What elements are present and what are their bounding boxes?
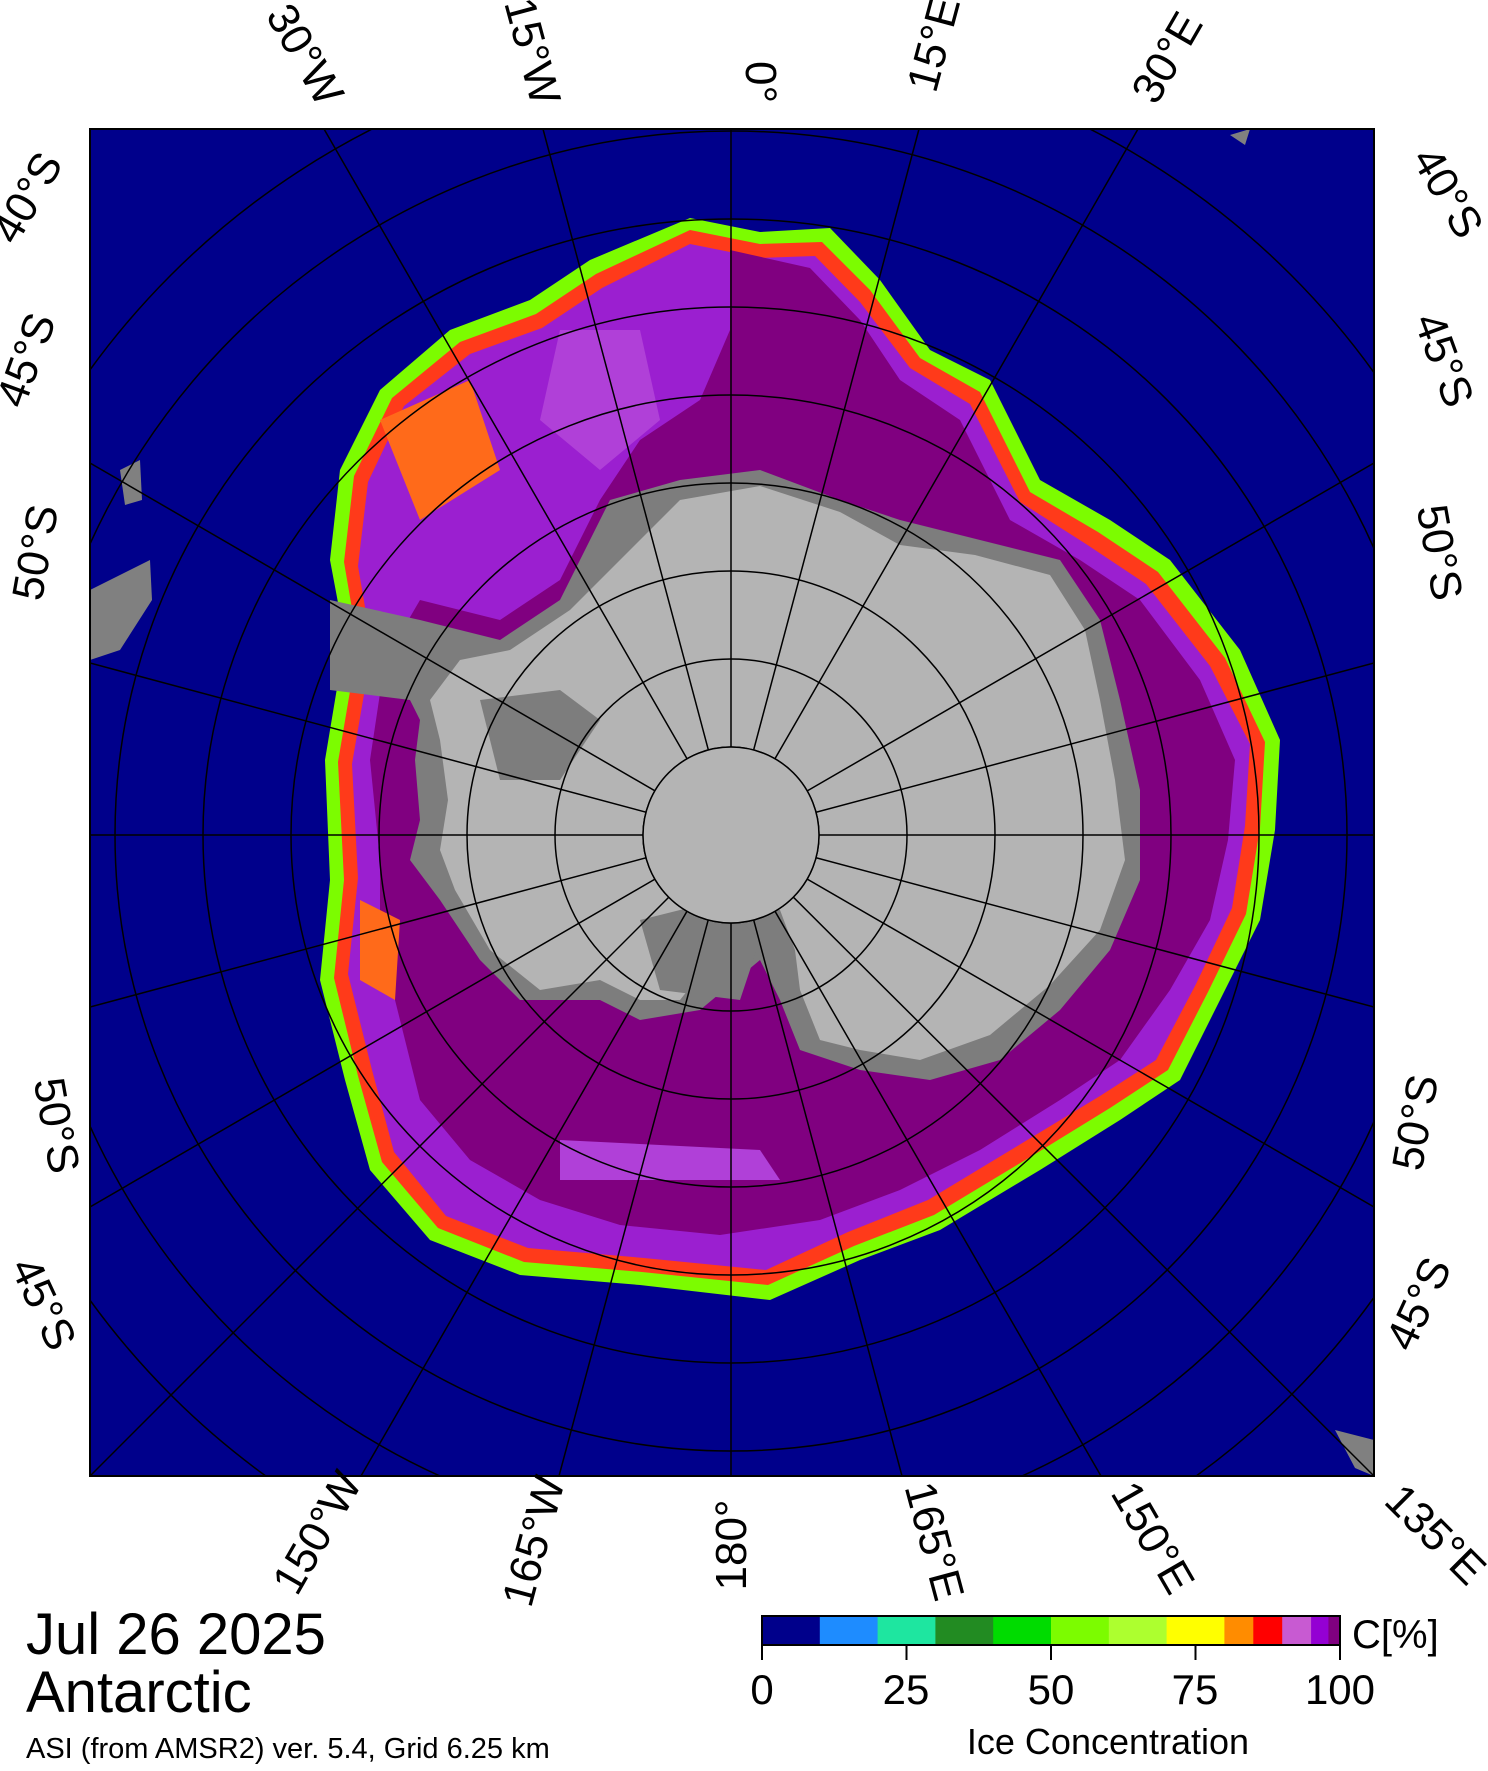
sea-ice-variation xyxy=(540,330,660,470)
lon-label-top: 30°E xyxy=(1122,4,1212,112)
colorbar-title: Ice Concentration xyxy=(966,1721,1250,1762)
outer-land-patch xyxy=(1230,129,1250,145)
lon-label-bottom: 150°E xyxy=(1101,1473,1204,1602)
graticule xyxy=(90,129,1374,1476)
colorbar-tick-label: 0 xyxy=(750,1666,774,1713)
lat-label-right: 45°S xyxy=(1404,307,1483,414)
lat-label-left: 40°S xyxy=(0,144,73,252)
ice-shelf xyxy=(480,690,600,780)
map-frame xyxy=(89,128,1375,1477)
lat-label-right: 50°S xyxy=(1383,1071,1448,1174)
lat-label-left: 50°S xyxy=(24,1074,89,1177)
outer-land-patch xyxy=(90,560,152,660)
colorbar-tick-label: 50 xyxy=(1027,1666,1075,1713)
lon-label-bottom: 135°E xyxy=(1375,1475,1488,1595)
lat-label-right: 40°S xyxy=(1402,139,1488,247)
colorbar-segment xyxy=(1051,1616,1110,1645)
colorbar-tick-label: 100 xyxy=(1304,1666,1376,1713)
lon-label-top: 0° xyxy=(736,61,785,103)
colorbar-segment xyxy=(1253,1616,1283,1645)
colorbar-segment xyxy=(1224,1616,1254,1645)
colorbar-segment xyxy=(935,1616,994,1645)
lon-label-bottom: 180° xyxy=(707,1499,756,1590)
outer-land-patch xyxy=(1335,1430,1374,1476)
colorbar xyxy=(762,1616,1341,1645)
lat-label-right: 50°S xyxy=(1407,501,1472,604)
colorbar-segment xyxy=(1166,1616,1225,1645)
map-date: Jul 26 2025 xyxy=(26,1602,326,1667)
colorbar-segment xyxy=(1108,1616,1168,1645)
colorbar-tick-label: 25 xyxy=(882,1666,930,1713)
sea-ice-variation xyxy=(560,1140,780,1180)
lat-label-right: 45°S xyxy=(1376,1250,1461,1358)
data-source: ASI (from AMSR2) ver. 5.4, Grid 6.25 km xyxy=(26,1733,550,1765)
colorbar-segment xyxy=(762,1616,821,1645)
lon-label-top: 15°W xyxy=(494,0,569,110)
lon-label-top: 30°W xyxy=(256,0,353,114)
lon-label-bottom: 165°W xyxy=(493,1470,575,1611)
lat-label-left: 50°S xyxy=(3,501,68,604)
colorbar-segment xyxy=(819,1616,879,1645)
pole-hole xyxy=(642,746,820,924)
colorbar-segment xyxy=(1311,1616,1329,1645)
lat-label-left: 45°S xyxy=(0,307,66,414)
lat-label-left: 45°S xyxy=(1,1250,86,1358)
colorbar-segment xyxy=(1282,1616,1312,1645)
colorbar-segment xyxy=(877,1616,936,1645)
colorbar-unit: C[%] xyxy=(1352,1613,1439,1657)
map-region: Antarctic xyxy=(26,1660,252,1725)
lon-label-bottom: 150°W xyxy=(263,1463,372,1603)
colorbar-segment xyxy=(1328,1616,1341,1645)
lon-label-bottom: 165°E xyxy=(895,1477,973,1606)
colorbar-ticks xyxy=(761,1645,1341,1660)
lon-label-top: 15°E xyxy=(898,0,970,97)
colorbar-tick-label: 75 xyxy=(1171,1666,1219,1713)
outer-land-patch xyxy=(120,460,142,505)
colorbar-segment xyxy=(993,1616,1052,1645)
